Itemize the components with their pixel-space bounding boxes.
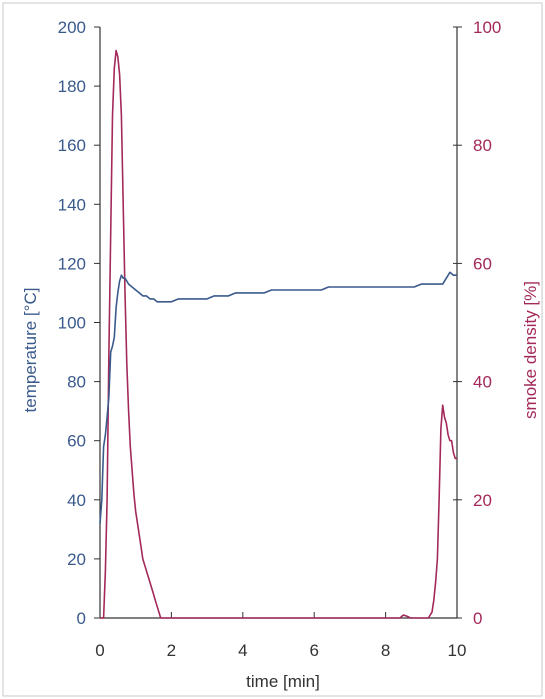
y-left-tick-label: 80 [67, 373, 86, 392]
y-right-tick-label: 20 [473, 491, 492, 510]
y-left-tick-label: 160 [58, 136, 86, 155]
y-left-tick-label: 120 [58, 254, 86, 273]
y-right-tick-label: 40 [473, 373, 492, 392]
y-left-tick-label: 40 [67, 491, 86, 510]
x-axis-ticks: 0 2 4 6 8 10 [95, 612, 466, 660]
y-right-tick-label: 0 [473, 609, 482, 628]
y-right-axis-label: smoke density [%] [521, 281, 540, 419]
y-left-axis-ticks: 0 20 40 60 80 100 120 140 160 180 200 [58, 18, 100, 628]
y-left-tick-label: 20 [67, 550, 86, 569]
y-right-tick-label: 100 [473, 18, 501, 37]
temperature-series-line [99, 271, 457, 524]
x-tick-label: 0 [95, 641, 104, 660]
y-left-tick-label: 200 [58, 18, 86, 37]
y-left-tick-label: 140 [58, 195, 86, 214]
y-right-tick-label: 60 [473, 254, 492, 273]
x-tick-label: 10 [448, 641, 467, 660]
smoke-density-series-line [100, 49, 457, 619]
y-left-tick-label: 0 [77, 609, 86, 628]
x-tick-label: 2 [167, 641, 176, 660]
y-left-tick-label: 180 [58, 77, 86, 96]
x-tick-label: 8 [381, 641, 390, 660]
x-tick-label: 6 [309, 641, 318, 660]
x-tick-label: 4 [238, 641, 247, 660]
y-left-tick-label: 100 [58, 314, 86, 333]
y-right-tick-label: 80 [473, 136, 492, 155]
y-left-axis-label: temperature [°C] [21, 288, 40, 413]
y-right-axis-ticks: 0 20 40 60 80 100 [453, 18, 501, 628]
y-left-tick-label: 60 [67, 432, 86, 451]
x-axis-label: time [min] [246, 672, 320, 691]
